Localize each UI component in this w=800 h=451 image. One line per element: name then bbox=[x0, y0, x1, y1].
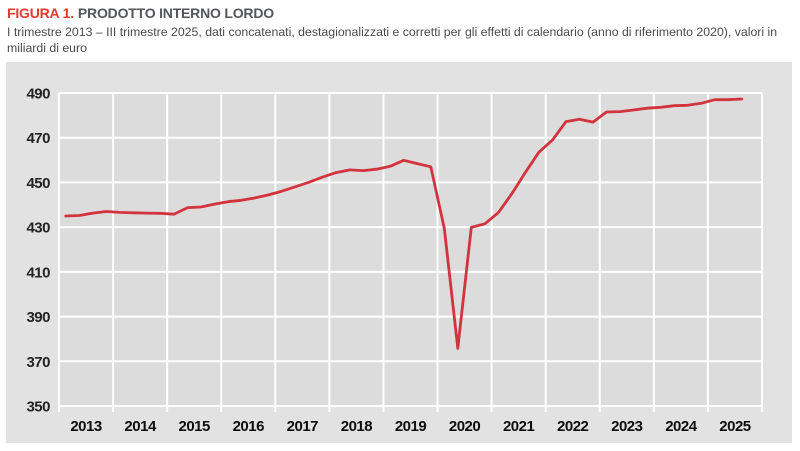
y-axis-tick-label: 430 bbox=[26, 220, 50, 237]
figure-title: PRODOTTO INTERNO LORDO bbox=[77, 5, 274, 21]
x-axis-year-label: 2019 bbox=[395, 418, 427, 435]
figure-title-line: FIGURA 1. PRODOTTO INTERNO LORDO bbox=[7, 5, 795, 22]
y-axis-tick-label: 370 bbox=[26, 354, 50, 371]
x-axis-year-label: 2016 bbox=[233, 418, 265, 435]
x-axis-year-label: 2015 bbox=[179, 418, 211, 435]
x-axis-year-label: 2018 bbox=[341, 418, 373, 435]
chart-panel: 490 470 450 430 410 390 370 350 2013 2014 2015 2016… bbox=[6, 62, 792, 443]
figure-subtitle: I trimestre 2013 – III trimestre 2025, d… bbox=[7, 25, 778, 55]
x-axis-year-label: 2021 bbox=[503, 418, 535, 435]
x-axis-year-label: 2017 bbox=[287, 418, 319, 435]
y-axis-tick-label: 470 bbox=[26, 130, 50, 147]
x-axis-year-label: 2014 bbox=[124, 418, 157, 435]
gdp-line bbox=[64, 97, 744, 350]
x-axis-year-label: 2024 bbox=[665, 418, 698, 435]
x-axis-year-label: 2022 bbox=[557, 418, 589, 435]
figure-header: FIGURA 1. PRODOTTO INTERNO LORDO I trimes… bbox=[7, 5, 795, 56]
y-axis-tick-label: 350 bbox=[26, 399, 50, 416]
y-axis-tick-label: 390 bbox=[26, 309, 50, 326]
gdp-line-chart: 490 470 450 430 410 390 370 350 2013 2014 2015 2016… bbox=[26, 86, 763, 435]
y-axis-tick-label: 450 bbox=[26, 175, 50, 192]
y-axis-tick-label: 410 bbox=[26, 264, 50, 281]
plot-area bbox=[59, 93, 762, 406]
x-axis-year-label: 2023 bbox=[611, 418, 643, 435]
x-axis-year-label: 2020 bbox=[449, 418, 481, 435]
y-axis-tick-label: 490 bbox=[26, 86, 50, 103]
x-axis-year-label: 2025 bbox=[719, 418, 751, 435]
x-axis-year-label: 2013 bbox=[70, 418, 102, 435]
figure-number-label: FIGURA 1. bbox=[7, 5, 74, 21]
